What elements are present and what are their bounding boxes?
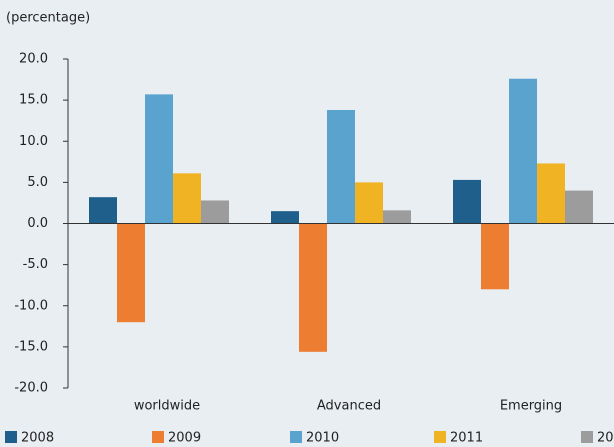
y-tick-label: -10.0: [14, 298, 48, 313]
x-tick-label: worldwide: [134, 399, 200, 414]
legend-label: 2008: [21, 431, 54, 446]
bar: [481, 223, 509, 290]
legend-swatch: [152, 431, 164, 443]
bar: [201, 200, 229, 224]
y-axis-label: (percentage): [6, 11, 90, 26]
bar: [509, 78, 537, 224]
y-tick-label: -15.0: [14, 339, 48, 354]
y-tick-label: 10.0: [19, 134, 48, 149]
bar: [145, 94, 173, 224]
legend-label: 2009: [168, 431, 201, 446]
legend-swatch: [581, 431, 593, 443]
x-tick-label: Emerging: [500, 399, 562, 414]
legend-label: 2010: [306, 431, 339, 446]
bar: [537, 163, 565, 224]
legend-label: 2012*: [597, 431, 614, 446]
bar: [89, 197, 117, 224]
y-tick-label: 0.0: [27, 216, 48, 231]
bar: [327, 109, 355, 224]
bar: [453, 179, 481, 224]
y-tick-label: 15.0: [19, 93, 48, 108]
legend-swatch: [5, 431, 17, 443]
bar: [271, 211, 299, 224]
bar: [173, 173, 201, 224]
y-tick-label: 20.0: [19, 52, 48, 67]
bar: [565, 190, 593, 224]
legend-label: 2011: [450, 431, 483, 446]
x-tick-label: Advanced: [317, 399, 381, 414]
legend-swatch: [434, 431, 446, 443]
y-tick-label: -5.0: [23, 257, 48, 272]
bar: [355, 182, 383, 224]
legend-swatch: [290, 431, 302, 443]
bar: [383, 210, 411, 224]
bar: [299, 223, 327, 352]
y-tick-label: -20.0: [14, 381, 48, 396]
bar: [117, 223, 145, 323]
y-tick-label: 5.0: [27, 175, 48, 190]
